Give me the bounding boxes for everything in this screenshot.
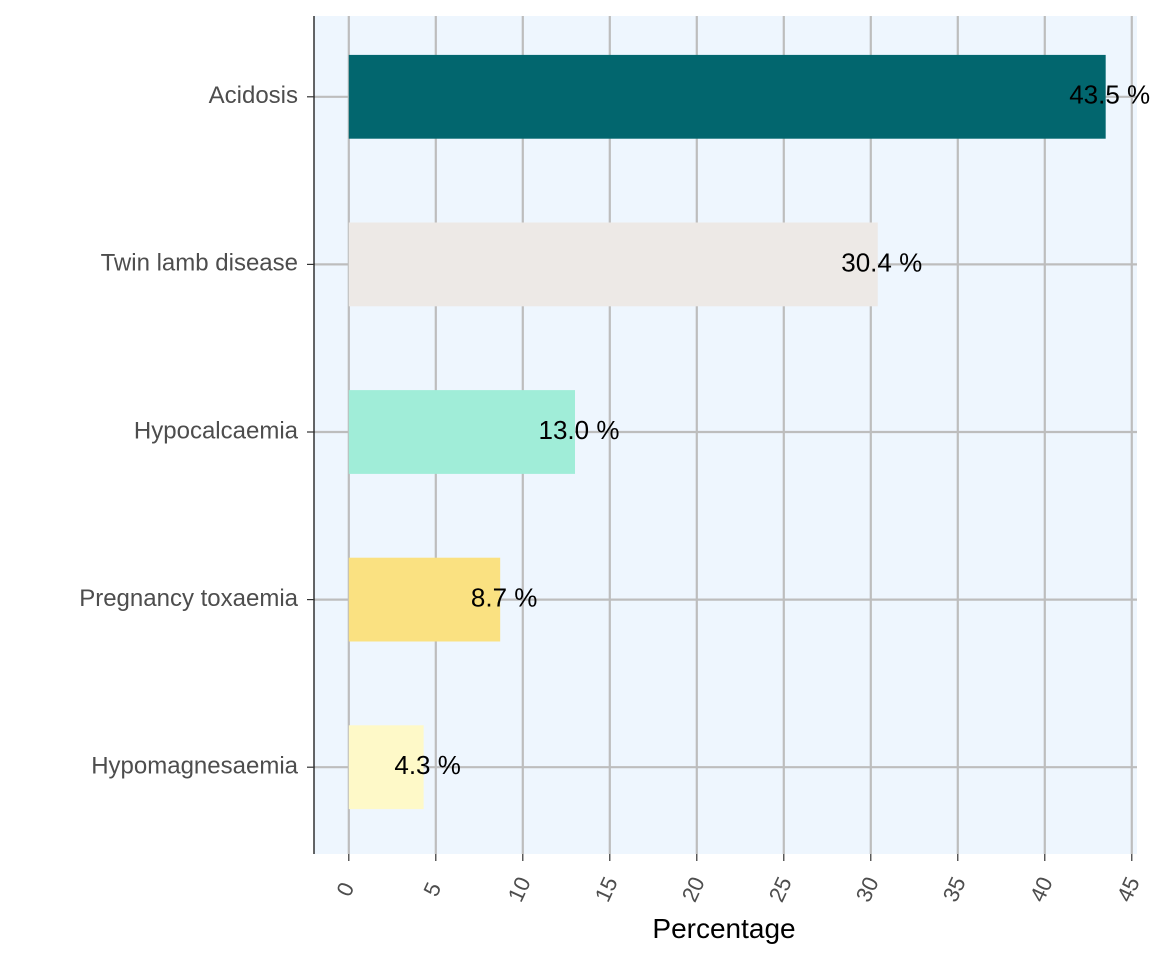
category-label: Twin lamb disease: [101, 250, 298, 277]
x-tick-label: 30: [851, 873, 884, 906]
bar: [348, 390, 575, 474]
x-axis-title: Percentage: [652, 913, 795, 944]
x-tick-label: 0: [331, 878, 359, 900]
x-tick-label: 35: [938, 873, 971, 906]
data-label: 30.4 %: [841, 247, 922, 277]
category-label: Hypomagnesaemia: [91, 753, 298, 780]
bar: [348, 54, 1106, 139]
bar: [348, 222, 878, 307]
x-tick-label: 5: [418, 878, 446, 900]
data-label: 4.3 %: [394, 750, 461, 780]
category-label: Acidosis: [209, 82, 298, 109]
x-tick-label: 25: [764, 873, 797, 906]
x-axis-ticks: 0 5 10 15 20 25 30 35 40 45: [331, 854, 1145, 906]
x-tick-label: 45: [1112, 873, 1145, 906]
data-label: 43.5 %: [1069, 80, 1150, 110]
data-label: 8.7 %: [471, 582, 538, 612]
bar: [348, 557, 501, 642]
data-label: 13.0 %: [539, 415, 620, 445]
x-tick-label: 40: [1025, 873, 1058, 906]
data-labels: 43.5 % 30.4 % 13.0 % 8.7 % 4.3 %: [394, 80, 1150, 780]
y-axis-ticks: Acidosis Twin lamb disease Hypocalcaemia Pr…: [79, 82, 314, 780]
category-label: Pregnancy toxaemia: [79, 585, 298, 612]
bars: [348, 54, 1106, 810]
bar: [348, 725, 424, 810]
x-tick-label: 10: [503, 873, 536, 906]
category-label: Hypocalcaemia: [134, 417, 299, 444]
x-tick-label: 15: [590, 873, 623, 906]
x-tick-label: 20: [677, 873, 710, 906]
